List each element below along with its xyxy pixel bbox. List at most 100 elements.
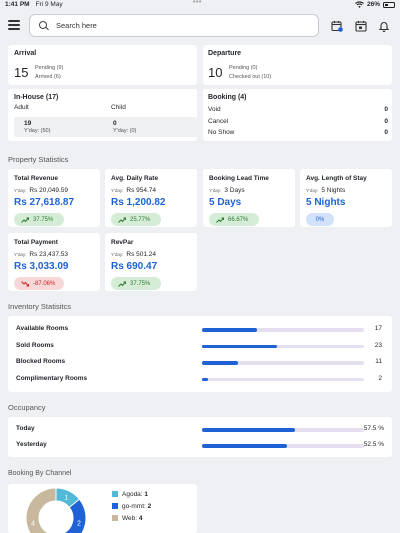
inventory-value: 2 — [378, 374, 382, 382]
donut-slice-go-mmt[interactable] — [62, 498, 87, 533]
battery-percent: 26% — [366, 1, 380, 8]
donut-slice-web[interactable] — [25, 487, 69, 533]
stat-card-avg-daily-rate[interactable]: Avg. Daily Rate Y'day: Rs 954.74 Rs 1,200… — [105, 169, 197, 227]
stat-yesterday: Y'day: 3 Days — [209, 187, 245, 194]
status-time: 1:41 PM Fri 9 May — [5, 1, 63, 8]
arrival-card[interactable]: Arrival 15 Pending (9) Arrived (6) — [8, 45, 197, 85]
wifi-icon — [355, 1, 364, 8]
status-bar: 1:41 PM Fri 9 May ••• 26% — [0, 0, 400, 10]
stat-value: Rs 1,200.82 — [111, 197, 166, 208]
calendar-settings-icon[interactable] — [331, 20, 343, 32]
child-yday: Y'day: (0) — [113, 128, 137, 134]
calendar-icon[interactable] — [355, 20, 367, 32]
booking-by-channel-title: Booking By Channel — [8, 470, 72, 477]
arrival-title: Arrival — [14, 50, 37, 57]
inventory-bar-track — [202, 377, 364, 381]
stat-title: Total Payment — [14, 239, 58, 246]
yday-label: Y'day: — [306, 188, 319, 193]
yday-label: Y'day: — [14, 188, 27, 193]
arrival-pending: Pending (9) — [35, 65, 64, 71]
stat-value: 5 Days — [209, 197, 242, 208]
occupancy-bar-fill — [202, 428, 296, 432]
stat-card-revpar[interactable]: RevPar Y'day: Rs 501.24 Rs 690.47 37.75% — [105, 233, 197, 291]
stat-value: Rs 3,033.09 — [14, 261, 69, 272]
inventory-value: 23 — [374, 341, 382, 349]
menu-icon[interactable] — [8, 20, 20, 30]
booking-row-void: Void 0 — [208, 106, 388, 113]
booking-row-cancel: Cancel 0 — [208, 118, 388, 125]
adult-label: Adult — [14, 104, 29, 111]
stat-card-avg-length-of-stay[interactable]: Avg. Length of Stay Y'day: 5 Nights 5 Nig… — [300, 169, 392, 227]
legend-value: 4 — [138, 515, 143, 522]
stat-title: Avg. Daily Rate — [111, 175, 159, 182]
stat-card-total-revenue[interactable]: Total Revenue Y'day: Rs 20,049.59 Rs 27,6… — [8, 169, 100, 227]
top-bar — [0, 12, 400, 40]
stat-title: Total Revenue — [14, 175, 58, 182]
trend-up-icon — [118, 281, 126, 287]
legend-swatch — [112, 515, 118, 522]
child-value: 0 — [113, 120, 117, 127]
occupancy-value: 57.5 % — [363, 425, 384, 432]
departure-card[interactable]: Departure 10 Pending (0) Checked out (10… — [203, 45, 392, 85]
stat-card-total-payment[interactable]: Total Payment Y'day: Rs 23,437.53 Rs 3,03… — [8, 233, 100, 291]
inventory-bar-fill — [202, 344, 277, 348]
occupancy-bar-track — [202, 444, 364, 448]
inventory-label: Complimentary Rooms — [16, 374, 88, 382]
trend-down-icon — [21, 280, 29, 286]
inventory-value: 17 — [374, 325, 382, 332]
in-house-card[interactable]: In-House (17) Adult Child 19 Y'day: (50)… — [8, 89, 197, 141]
stat-change-badge: 0% — [306, 213, 334, 226]
stat-yesterday: Y'day: Rs 23,437.53 — [14, 251, 68, 258]
stat-value: Rs 27,618.87 — [14, 197, 75, 208]
legend-name: Web — [122, 515, 136, 522]
booking-card[interactable]: Booking (4) Void 0 Cancel 0 No Show 0 — [203, 89, 392, 141]
inventory-card: Available Rooms 17 Sold Rooms 23 Blocked R… — [8, 316, 392, 392]
stat-change: 25.77% — [130, 216, 151, 223]
occupancy-title: Occupancy — [8, 403, 46, 412]
inventory-title: Inventory Statisitcs — [8, 302, 71, 311]
stat-yesterday: Y'day: Rs 501.24 — [111, 251, 156, 258]
inventory-row-blocked-rooms: Blocked Rooms 11 — [16, 358, 386, 368]
stat-yesterday: Y'day: Rs 20,049.59 — [14, 187, 68, 194]
stat-change: -87.06% — [33, 280, 56, 287]
stat-change-badge: -87.06% — [14, 277, 64, 290]
stat-change-badge: 25.77% — [111, 213, 161, 226]
stat-change-badge: 37.75% — [111, 277, 161, 290]
child-label: Child — [111, 104, 126, 111]
stat-yesterday: Y'day: Rs 954.74 — [111, 187, 156, 194]
legend-swatch — [112, 491, 118, 498]
search-input[interactable] — [56, 21, 296, 30]
occupancy-bar-fill — [202, 444, 288, 448]
arrival-details: Pending (9) Arrived (6) — [35, 64, 63, 83]
stat-yday-value: Rs 954.74 — [126, 187, 157, 194]
yday-label: Y'day: — [209, 188, 222, 193]
search-box[interactable] — [29, 14, 319, 37]
channel-donut-chart: 1 2 4 — [25, 487, 87, 533]
in-house-values: 19 Y'day: (50) 0 Y'day: (0) — [14, 117, 197, 137]
inventory-label: Available Rooms — [16, 325, 69, 332]
stat-yday-value: Rs 20,049.59 — [29, 187, 69, 194]
trend-up-icon — [118, 217, 126, 223]
multitask-dots[interactable]: ••• — [193, 0, 202, 6]
stat-change-badge: 37.75% — [14, 213, 64, 226]
stat-title: Booking Lead Time — [209, 175, 269, 182]
departure-count: 10 — [208, 65, 223, 80]
donut-label-go-mmt: 2 — [77, 521, 81, 528]
legend-swatch — [112, 503, 118, 510]
yday-label: Y'day: — [111, 188, 124, 193]
stat-card-booking-lead-time[interactable]: Booking Lead Time Y'day: 3 Days 5 Days 66… — [203, 169, 295, 227]
yday-label: Y'day: — [111, 252, 124, 257]
bell-icon[interactable] — [378, 20, 390, 32]
stat-change-badge: 66.67% — [209, 213, 259, 226]
in-house-title: In-House (17) — [14, 94, 59, 101]
trend-up-icon — [216, 217, 224, 223]
arrival-count: 15 — [14, 65, 29, 80]
booking-title: Booking (4) — [208, 94, 247, 101]
inventory-row-complimentary-rooms: Complimentary Rooms 2 — [16, 375, 386, 385]
inventory-row-available-rooms: Available Rooms 17 — [16, 325, 386, 335]
occupancy-bar-track — [202, 428, 364, 432]
inventory-bar-track — [202, 344, 364, 348]
trend-up-icon — [21, 217, 29, 223]
departure-pending: Pending (0) — [229, 65, 258, 71]
departure-details: Pending (0) Checked out (10) — [229, 64, 271, 83]
